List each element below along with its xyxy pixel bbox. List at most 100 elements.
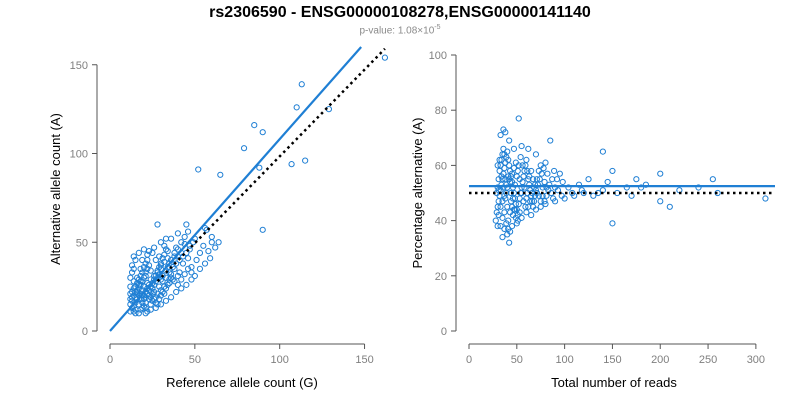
data-point xyxy=(178,276,185,283)
data-point xyxy=(527,198,534,205)
data-point xyxy=(497,203,504,210)
data-point xyxy=(537,203,544,210)
data-point xyxy=(509,195,517,202)
data-point xyxy=(528,211,535,219)
data-point xyxy=(183,281,190,288)
data-point xyxy=(510,145,518,152)
data-point xyxy=(515,115,522,122)
data-point xyxy=(259,129,266,136)
data-point xyxy=(184,228,192,235)
data-point xyxy=(259,226,266,233)
y-tick-label: 100 xyxy=(70,149,88,161)
data-point xyxy=(638,184,645,191)
y-tick-label: 60 xyxy=(435,160,447,172)
data-point xyxy=(174,230,181,237)
data-point xyxy=(516,209,523,216)
data-point xyxy=(240,145,248,152)
data-point xyxy=(533,189,540,197)
data-point xyxy=(178,239,185,246)
data-point xyxy=(181,271,188,278)
data-point xyxy=(127,274,134,281)
data-point xyxy=(537,162,544,169)
data-point xyxy=(174,272,181,280)
data-point xyxy=(554,187,562,194)
data-point xyxy=(176,256,183,264)
data-point xyxy=(551,167,558,175)
data-point xyxy=(183,221,190,228)
data-point xyxy=(666,203,673,210)
data-point xyxy=(506,239,513,246)
data-point xyxy=(159,255,166,262)
data-point xyxy=(536,176,543,183)
data-point xyxy=(512,159,519,166)
x-tick-label: 150 xyxy=(603,354,621,366)
data-point xyxy=(535,167,542,175)
x-tick-label: 300 xyxy=(747,354,765,366)
data-point xyxy=(154,267,161,274)
data-point xyxy=(196,265,204,272)
data-point xyxy=(144,265,151,272)
data-point xyxy=(200,242,207,249)
data-point xyxy=(543,184,550,191)
x-tick-label: 50 xyxy=(511,354,523,366)
data-point xyxy=(161,258,168,265)
data-point xyxy=(151,244,158,251)
data-point xyxy=(523,209,530,216)
data-point xyxy=(156,295,163,303)
data-point xyxy=(498,173,505,180)
data-point xyxy=(217,171,224,178)
data-point xyxy=(174,246,181,253)
subtitle-exponent: -5 xyxy=(434,24,441,31)
data-point xyxy=(173,260,180,267)
data-point xyxy=(496,156,503,163)
x-tick-label: 250 xyxy=(699,354,717,366)
x-axis-title: Total number of reads xyxy=(551,375,677,390)
data-point xyxy=(492,217,499,224)
data-point xyxy=(208,233,215,241)
data-point xyxy=(130,265,137,272)
data-point xyxy=(137,265,144,272)
data-point xyxy=(207,255,214,262)
data-point xyxy=(179,260,187,267)
data-point xyxy=(558,192,565,199)
data-point xyxy=(193,256,200,264)
data-point xyxy=(506,176,513,183)
data-point xyxy=(164,248,171,255)
data-point xyxy=(497,131,504,139)
data-point xyxy=(521,184,528,191)
data-point xyxy=(565,184,572,191)
data-point xyxy=(178,285,185,292)
data-point xyxy=(173,288,180,296)
data-point xyxy=(590,192,597,199)
data-point xyxy=(695,184,702,191)
data-point xyxy=(132,283,139,290)
data-point xyxy=(130,285,137,292)
data-point xyxy=(196,249,204,256)
data-point xyxy=(171,278,178,285)
fit-line xyxy=(109,46,362,332)
data-point xyxy=(135,281,142,288)
data-point xyxy=(161,290,168,297)
data-point xyxy=(556,170,563,177)
subtitle-text: p-value: 1.08×10 xyxy=(359,25,435,37)
data-point xyxy=(293,104,300,111)
data-point xyxy=(128,262,136,269)
x-tick-label: 150 xyxy=(355,354,373,366)
data-point xyxy=(542,159,549,166)
data-point xyxy=(507,228,514,235)
data-point xyxy=(537,198,544,205)
data-point xyxy=(501,192,508,199)
data-point xyxy=(132,294,139,301)
data-point xyxy=(496,167,503,175)
data-point xyxy=(541,178,548,186)
data-point xyxy=(529,176,537,183)
data-point xyxy=(532,151,540,158)
x-axis-title: Reference allele count (G) xyxy=(166,375,318,390)
data-point xyxy=(642,181,650,188)
data-point xyxy=(142,269,149,276)
x-tick-label: 100 xyxy=(555,354,573,366)
data-point xyxy=(511,181,519,188)
data-point xyxy=(514,217,521,224)
data-point xyxy=(531,181,539,188)
y-tick-label: 0 xyxy=(82,326,88,338)
